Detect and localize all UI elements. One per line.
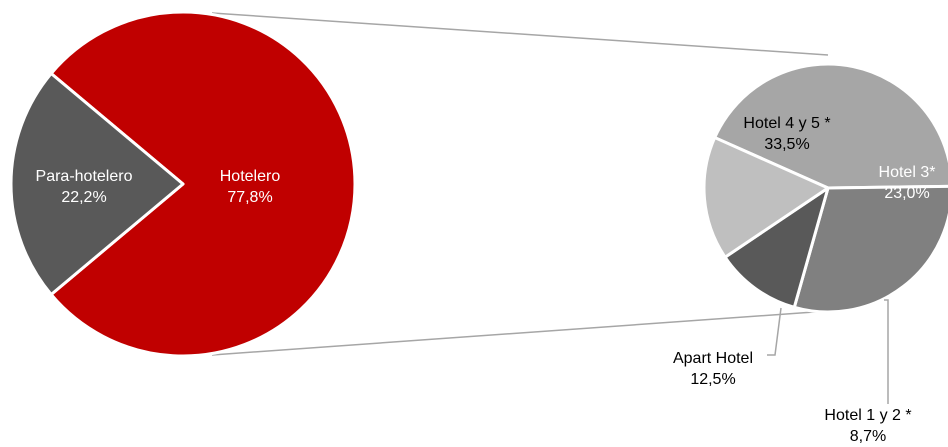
detail-pie bbox=[702, 62, 948, 314]
slice-value-hotel-3: 23,0% bbox=[884, 185, 929, 202]
slice-hotel-1-y-2 bbox=[723, 186, 830, 309]
leader-line-apart-hotel bbox=[767, 307, 782, 356]
data-label-para-hotelero: Para-hotelero 22,2% bbox=[36, 168, 133, 206]
slice-para-hotelero bbox=[9, 72, 185, 296]
slice-value-hotel-4-y-5: 33,5% bbox=[764, 136, 809, 153]
connector-line-top bbox=[211, 12, 829, 56]
slice-hotel-4-y-5 bbox=[713, 62, 948, 190]
slice-value-para-hotelero: 22,2% bbox=[61, 189, 106, 206]
connector-line-bottom bbox=[211, 310, 829, 356]
slice-hotelero bbox=[49, 10, 357, 358]
leader-lines bbox=[767, 299, 889, 404]
data-label-hotel-3: Hotel 3* 23,0% bbox=[879, 164, 936, 202]
slice-apart-hotel bbox=[702, 136, 830, 259]
slice-name-hotel-1-y-2: Hotel 1 y 2 * bbox=[824, 407, 911, 424]
connector-lines bbox=[211, 12, 829, 356]
slice-name-hotel-4-y-5: Hotel 4 y 5 * bbox=[743, 115, 830, 132]
data-label-apart-hotel: Apart Hotel 12,5% bbox=[673, 350, 753, 388]
slice-value-apart-hotel: 12,5% bbox=[690, 371, 735, 388]
slice-name-para-hotelero: Para-hotelero bbox=[36, 168, 133, 185]
data-label-hotelero: Hotelero 77,8% bbox=[220, 168, 281, 206]
slice-name-hotel-3: Hotel 3* bbox=[879, 164, 936, 181]
data-label-hotel-1-y-2: Hotel 1 y 2 * 8,7% bbox=[824, 407, 911, 445]
data-labels: Hotelero 77,8% Para-hotelero 22,2% Hotel 4 y… bbox=[36, 115, 936, 445]
slice-hotel-3 bbox=[792, 184, 948, 314]
data-label-hotel-4-y-5: Hotel 4 y 5 * 33,5% bbox=[743, 115, 830, 153]
slice-name-hotelero: Hotelero bbox=[220, 168, 281, 185]
slice-value-hotel-1-y-2: 8,7% bbox=[850, 428, 886, 445]
main-pie bbox=[9, 10, 357, 358]
slice-value-hotelero: 77,8% bbox=[227, 189, 272, 206]
leader-line-hotel-1-2 bbox=[884, 299, 889, 404]
slice-name-apart-hotel: Apart Hotel bbox=[673, 350, 753, 367]
